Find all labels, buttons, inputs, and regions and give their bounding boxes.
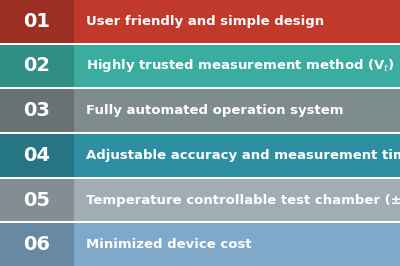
Text: 03: 03: [24, 101, 50, 120]
Text: 02: 02: [24, 56, 50, 76]
Text: Fully automated operation system: Fully automated operation system: [86, 104, 344, 117]
Bar: [74, 179, 400, 221]
Bar: [74, 134, 400, 177]
Bar: [0, 134, 74, 177]
Bar: [0, 89, 74, 132]
Text: 05: 05: [24, 190, 50, 210]
Text: 01: 01: [24, 12, 50, 31]
Text: 04: 04: [24, 146, 50, 165]
Text: Temperature controllable test chamber (±0.2°C): Temperature controllable test chamber (±…: [86, 194, 400, 206]
Bar: [0, 45, 74, 87]
Bar: [0, 179, 74, 221]
Bar: [74, 45, 400, 87]
Bar: [0, 0, 74, 43]
Text: Adjustable accuracy and measurement time: Adjustable accuracy and measurement time: [86, 149, 400, 162]
Text: User friendly and simple design: User friendly and simple design: [86, 15, 324, 28]
Bar: [0, 223, 74, 266]
Bar: [74, 223, 400, 266]
Bar: [74, 89, 400, 132]
Bar: [74, 0, 400, 43]
Text: Minimized device cost: Minimized device cost: [86, 238, 252, 251]
Text: 06: 06: [24, 235, 50, 254]
Text: Highly trusted measurement method (V$_t$): Highly trusted measurement method (V$_t$…: [86, 57, 395, 74]
